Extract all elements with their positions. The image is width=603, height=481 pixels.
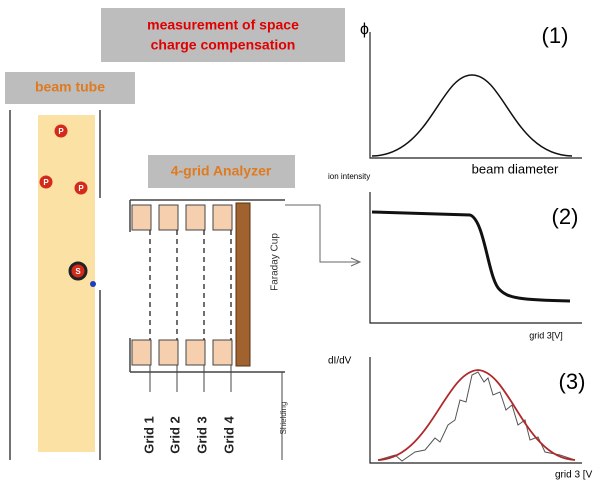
grid-electrodes <box>131 204 233 366</box>
analyzer-box <box>148 155 295 188</box>
plot-number: (1) <box>542 23 569 48</box>
plot-number: (2) <box>552 204 579 229</box>
proton <box>74 181 88 195</box>
proton-label: P <box>78 184 84 193</box>
plot-axes <box>369 357 582 464</box>
electron <box>90 281 96 287</box>
fit-curve <box>377 369 576 461</box>
grid-leads <box>149 365 232 392</box>
x-label: grid 3 [V <box>555 470 593 481</box>
proton-label: P <box>58 127 64 136</box>
title-line: measurement of space <box>147 17 299 33</box>
secondary-label: S <box>75 267 81 276</box>
secondary-ion <box>68 261 88 281</box>
y-label: ion intensity <box>328 172 370 181</box>
beam-tube-label: beam tube <box>35 79 105 95</box>
title-line: charge compensation <box>151 37 296 53</box>
plot-number: (3) <box>559 369 586 394</box>
proton <box>54 124 68 138</box>
grid-dashes <box>149 230 232 340</box>
y-label: dI/dV <box>328 356 352 367</box>
plot-axes <box>369 192 582 324</box>
plot-axes <box>369 32 582 159</box>
measured-curve <box>377 371 576 462</box>
title-box <box>101 8 345 62</box>
grid-label: Grid 3 <box>194 416 209 454</box>
proton <box>39 175 53 189</box>
beam <box>38 115 95 452</box>
grid-label: Grid 2 <box>167 416 182 454</box>
intensity-curve <box>371 210 571 303</box>
grid-label: Grid 4 <box>221 415 236 453</box>
gaussian-curve <box>371 74 573 157</box>
arrow-head <box>350 257 362 267</box>
analyzer-label: 4-grid Analyzer <box>171 163 272 179</box>
beam-tube-box <box>5 72 135 104</box>
signal-arrow <box>285 204 358 263</box>
faraday-label: Faraday Cup <box>270 233 281 291</box>
faraday-cup <box>235 202 251 367</box>
proton-label: P <box>43 178 49 187</box>
grid-label: Grid 1 <box>141 416 156 454</box>
shielding-label: Shielding <box>279 402 288 435</box>
x-label: beam diameter <box>472 161 559 176</box>
y-label: ϕ <box>360 21 369 38</box>
x-label: grid 3[V] <box>529 330 563 340</box>
